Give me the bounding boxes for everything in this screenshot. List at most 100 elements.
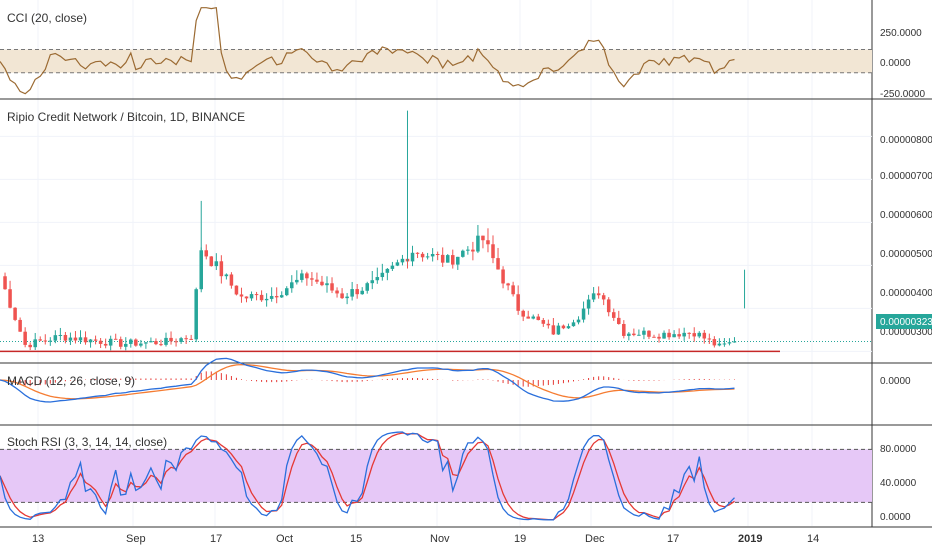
candle-body[interactable] [335, 290, 339, 294]
candle-body[interactable] [340, 293, 344, 299]
candle-body[interactable] [486, 240, 490, 245]
candle-body[interactable] [657, 336, 661, 339]
candle-body[interactable] [284, 288, 289, 296]
candle-body[interactable] [576, 319, 581, 323]
candle-body[interactable] [536, 316, 541, 321]
candle-body[interactable] [601, 295, 606, 300]
candle-body[interactable] [692, 333, 696, 337]
candle-body[interactable] [179, 338, 183, 342]
candle-body[interactable] [345, 296, 349, 299]
candle-body[interactable] [445, 255, 450, 263]
candle-body[interactable] [103, 343, 108, 346]
candle-body[interactable] [632, 333, 636, 336]
candle-body[interactable] [451, 255, 455, 265]
candle-body[interactable] [727, 342, 732, 344]
candle-body[interactable] [365, 283, 369, 291]
candle-body[interactable] [28, 344, 32, 348]
candle-body[interactable] [637, 334, 641, 336]
candle-body[interactable] [18, 319, 22, 332]
candle-body[interactable] [325, 283, 329, 286]
candle-body[interactable] [415, 252, 420, 254]
candle-body[interactable] [189, 338, 193, 340]
candle-body[interactable] [264, 298, 269, 301]
candle-body[interactable] [219, 261, 224, 277]
cci-pane[interactable] [0, 6, 872, 95]
candle-body[interactable] [647, 330, 651, 337]
candle-body[interactable] [229, 274, 234, 286]
time-axis[interactable]: 13 Sep 17 Oct 15 Nov 19 Dec 17 2019 14 [32, 533, 819, 545]
candle-body[interactable] [184, 338, 188, 340]
candle-body[interactable] [108, 338, 113, 346]
candle-body[interactable] [315, 279, 319, 282]
candle-body[interactable] [476, 235, 480, 252]
candle-body[interactable] [274, 296, 279, 298]
candle-body[interactable] [375, 277, 380, 281]
stoch-rsi-pane[interactable] [0, 431, 872, 521]
candle-body[interactable] [239, 294, 244, 297]
candle-body[interactable] [254, 294, 259, 296]
candle-body[interactable] [3, 276, 7, 290]
candle-body[interactable] [561, 325, 566, 329]
candle-body[interactable] [591, 293, 596, 300]
candle-body[interactable] [521, 310, 525, 317]
candle-body[interactable] [350, 289, 354, 297]
candle-body[interactable] [667, 332, 671, 338]
candle-body[interactable] [83, 337, 88, 343]
candle-body[interactable] [606, 299, 611, 313]
candle-body[interactable] [78, 337, 83, 341]
candle-body[interactable] [249, 294, 254, 299]
candle-body[interactable] [596, 293, 601, 296]
candle-body[interactable] [279, 295, 284, 298]
candle-body[interactable] [194, 289, 198, 340]
candle-body[interactable] [531, 316, 536, 319]
candle-body[interactable] [420, 253, 425, 258]
candle-body[interactable] [290, 282, 294, 289]
candle-body[interactable] [98, 340, 103, 344]
price-pane[interactable] [0, 110, 872, 353]
candle-body[interactable] [461, 250, 465, 257]
candle-body[interactable] [672, 334, 676, 338]
candle-body[interactable] [697, 332, 702, 337]
macd-pane[interactable] [0, 357, 735, 403]
candle-body[interactable] [360, 290, 364, 295]
candle-body[interactable] [456, 256, 460, 265]
candle-body[interactable] [320, 281, 324, 286]
candle-body[interactable] [93, 339, 98, 341]
candle-body[interactable] [63, 334, 68, 341]
candle-body[interactable] [174, 341, 178, 343]
candle-body[interactable] [58, 334, 63, 336]
candle-body[interactable] [124, 343, 128, 347]
candle-body[interactable] [717, 343, 722, 346]
candle-body[interactable] [491, 244, 495, 259]
candle-body[interactable] [53, 335, 58, 341]
candle-body[interactable] [732, 341, 737, 343]
candle-body[interactable] [586, 299, 591, 309]
candle-body[interactable] [38, 339, 43, 341]
candle-body[interactable] [244, 296, 249, 299]
candle-body[interactable] [330, 283, 334, 291]
candle-body[interactable] [435, 253, 440, 255]
candle-body[interactable] [511, 285, 515, 295]
candle-body[interactable] [214, 261, 219, 267]
candle-body[interactable] [677, 334, 681, 337]
candle-body[interactable] [13, 307, 17, 320]
candle-body[interactable] [541, 320, 546, 324]
candle-body[interactable] [395, 262, 400, 266]
candle-body[interactable] [566, 326, 571, 329]
candle-body[interactable] [430, 253, 435, 257]
candle-body[interactable] [722, 343, 727, 345]
candle-body[interactable] [627, 333, 631, 336]
candle-body[interactable] [617, 317, 621, 324]
candle-body[interactable] [400, 258, 405, 263]
candle-body[interactable] [481, 235, 485, 241]
candle-body[interactable] [682, 332, 686, 337]
candle-body[interactable] [571, 322, 576, 327]
candle-body[interactable] [8, 289, 12, 308]
candle-body[interactable] [702, 332, 707, 339]
candle-body[interactable] [551, 325, 556, 335]
candle-body[interactable] [73, 337, 78, 341]
candle-body[interactable] [526, 316, 530, 319]
candle-body[interactable] [687, 332, 691, 334]
